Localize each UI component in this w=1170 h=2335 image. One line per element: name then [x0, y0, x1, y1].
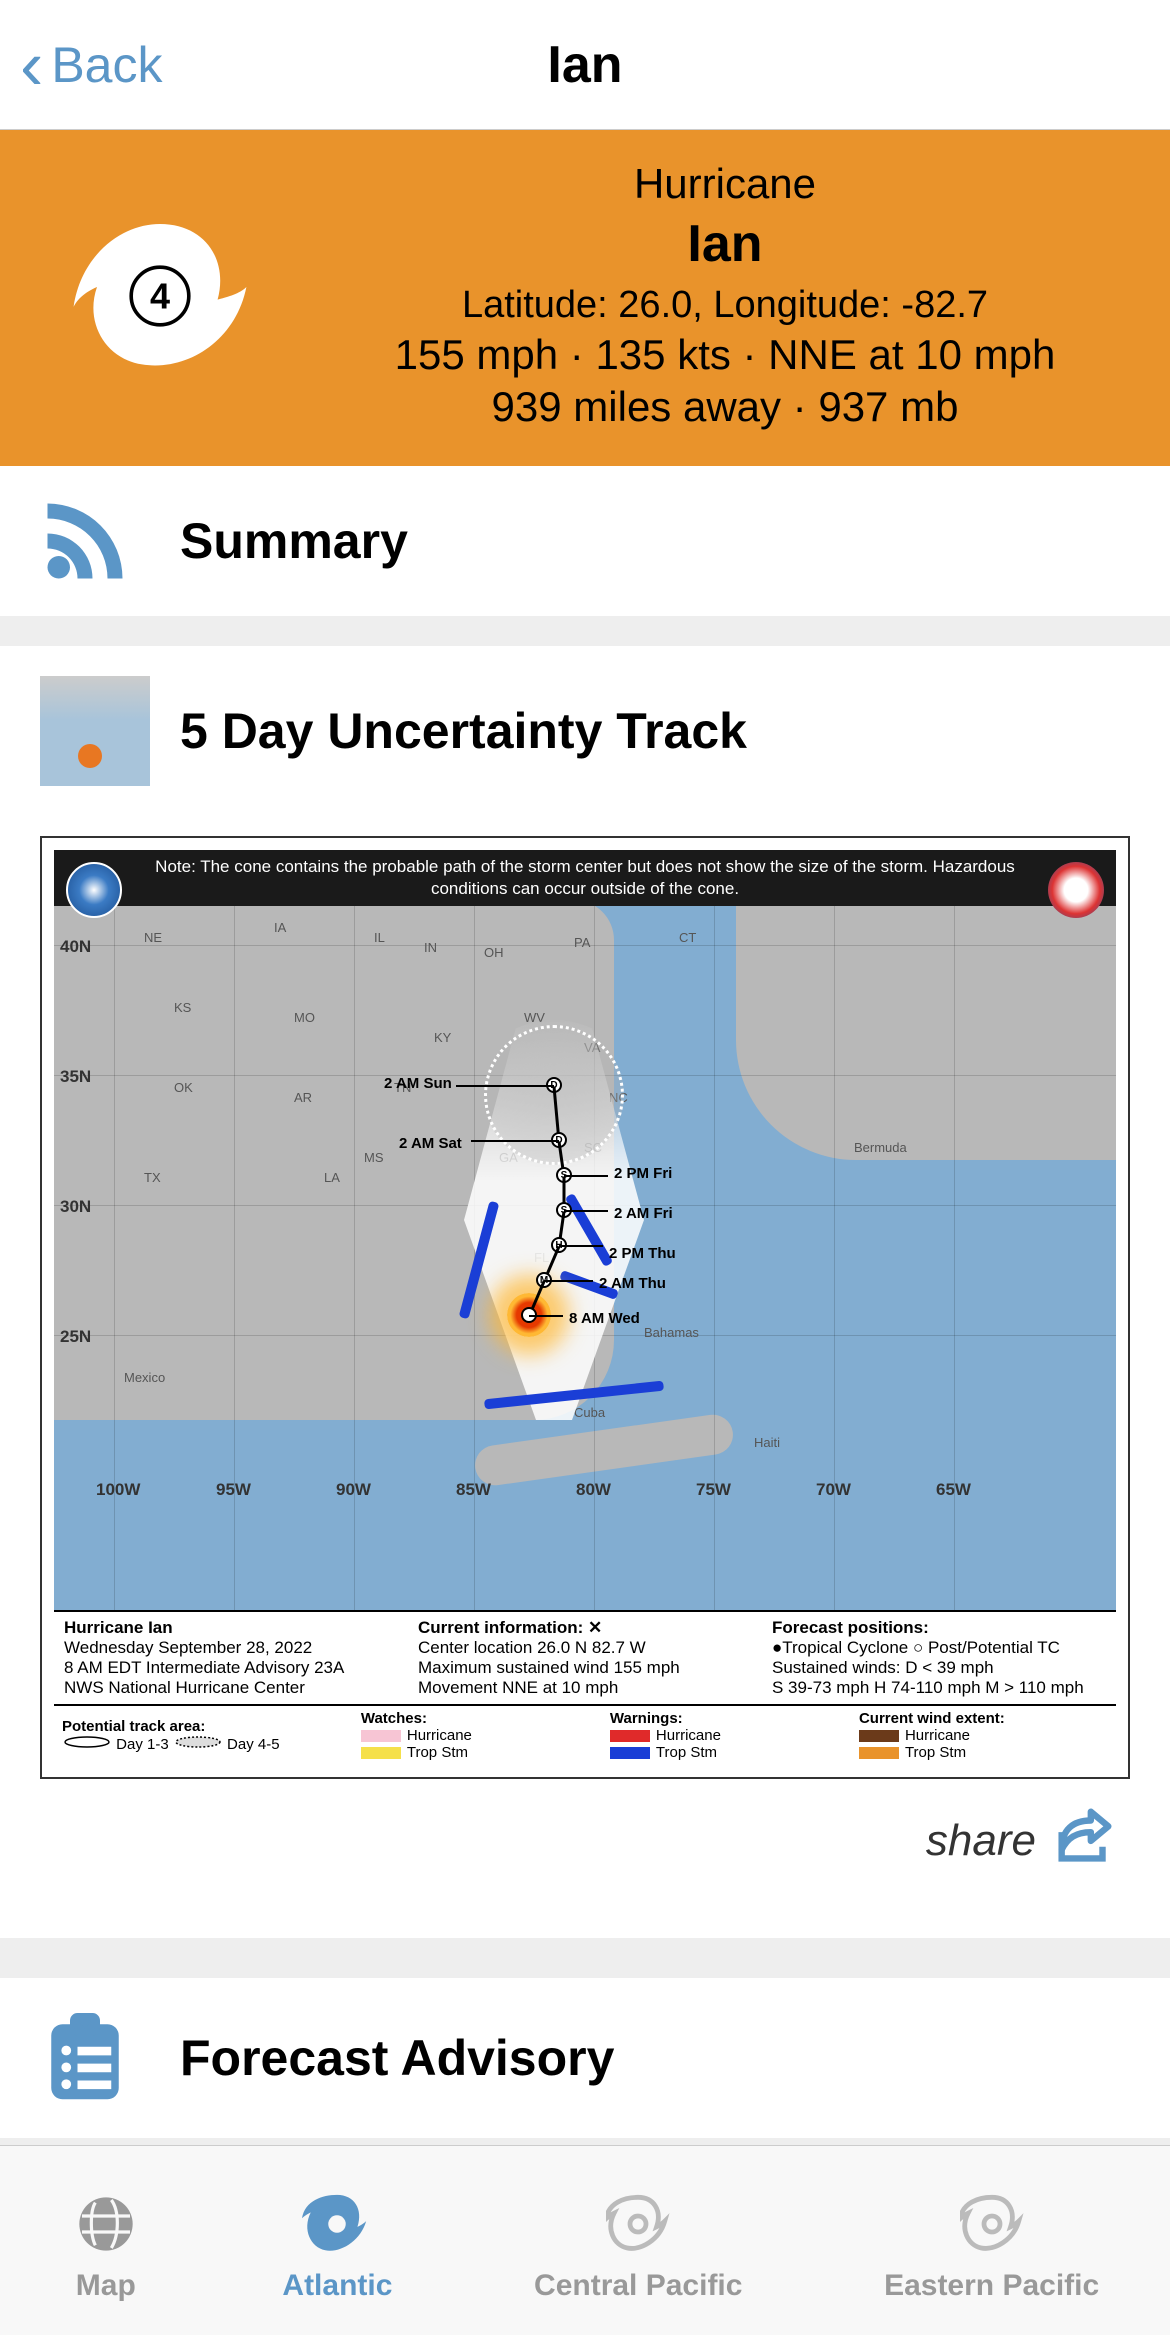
- storm-stats: 155 mph · 135 kts · NNE at 10 mph: [300, 331, 1150, 379]
- tab-bar: Map Atlantic Central Pacific Eastern Pac…: [0, 2145, 1170, 2335]
- storm-coords: Latitude: 26.0, Longitude: -82.7: [300, 284, 1150, 327]
- storm-distance: 939 miles away · 937 mb: [300, 383, 1150, 431]
- map-info-panel: Hurricane Ian Wednesday September 28, 20…: [54, 1610, 1116, 1704]
- share-row: share: [0, 1779, 1170, 1938]
- storm-type: Hurricane: [300, 160, 1150, 208]
- tab-atlantic[interactable]: Atlantic: [282, 2189, 392, 2303]
- advisory-row[interactable]: Forecast Advisory: [0, 1978, 1170, 2138]
- storm-header: 4 Hurricane Ian Latitude: 26.0, Longitud…: [0, 130, 1170, 466]
- tab-label: Atlantic: [282, 2269, 392, 2303]
- track-row[interactable]: 5 Day Uncertainty Track: [0, 646, 1170, 816]
- nws-logo-icon: [1048, 862, 1104, 918]
- share-icon[interactable]: [1050, 1803, 1120, 1878]
- tab-label: Eastern Pacific: [884, 2269, 1099, 2303]
- page-title: Ian: [547, 35, 622, 95]
- tab-central-pacific[interactable]: Central Pacific: [534, 2189, 742, 2303]
- storm-info: Hurricane Ian Latitude: 26.0, Longitude:…: [300, 160, 1150, 431]
- advisory-title: Forecast Advisory: [180, 2029, 614, 2087]
- tab-label: Central Pacific: [534, 2269, 742, 2303]
- noaa-logo-icon: [66, 862, 122, 918]
- summary-row[interactable]: Summary: [0, 466, 1170, 616]
- storm-category-icon: 4: [20, 206, 300, 386]
- tab-map[interactable]: Map: [71, 2189, 141, 2303]
- forecast-map: 40N 35N 30N 25N 100W 95W 90W 85W 80W 75W…: [54, 850, 1116, 1610]
- map-section: 40N 35N 30N 25N 100W 95W 90W 85W 80W 75W…: [0, 816, 1170, 1938]
- svg-text:4: 4: [150, 275, 170, 316]
- hurricane-outline-icon: [957, 2189, 1027, 2259]
- clipboard-icon: [40, 2008, 160, 2108]
- share-label: share: [926, 1816, 1036, 1866]
- map-legend: Potential track area: Day 1-3 Day 4-5 Wa…: [54, 1704, 1116, 1765]
- summary-title: Summary: [180, 512, 408, 570]
- track-title: 5 Day Uncertainty Track: [180, 702, 747, 760]
- chevron-left-icon: ‹: [20, 30, 43, 100]
- storm-name: Ian: [300, 214, 1150, 274]
- nav-header: ‹ Back Ian: [0, 0, 1170, 130]
- rss-icon: [40, 496, 160, 586]
- back-label: Back: [51, 36, 162, 94]
- tab-eastern-pacific[interactable]: Eastern Pacific: [884, 2189, 1099, 2303]
- hurricane-icon: [302, 2189, 372, 2259]
- track-thumb-icon: [40, 676, 160, 786]
- tab-label: Map: [76, 2269, 136, 2303]
- back-button[interactable]: ‹ Back: [0, 30, 162, 100]
- forecast-map-card[interactable]: 40N 35N 30N 25N 100W 95W 90W 85W 80W 75W…: [40, 836, 1130, 1779]
- globe-icon: [71, 2189, 141, 2259]
- hurricane-outline-icon: [603, 2189, 673, 2259]
- map-note: Note: The cone contains the probable pat…: [54, 850, 1116, 906]
